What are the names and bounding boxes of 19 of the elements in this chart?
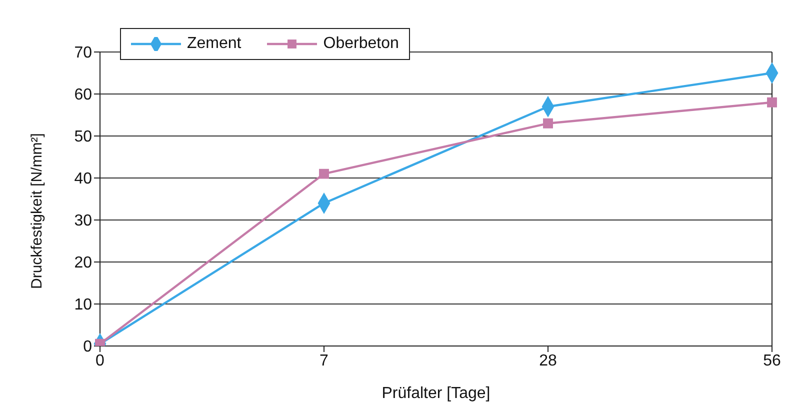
y-tick-label: 30: [74, 212, 92, 230]
y-axis-title: Druckfestigkeit [N/mm²]: [28, 133, 46, 289]
point: [319, 168, 329, 179]
y-tick-label: 10: [74, 296, 92, 314]
x-axis-title: Prüfalter [Tage]: [382, 385, 490, 402]
legend-label: Oberbeton: [323, 35, 399, 53]
x-tick-label: 0: [96, 352, 105, 370]
y-tick-label: 60: [74, 86, 92, 104]
y-tick-label: 50: [74, 128, 92, 146]
x-tick-label: 56: [763, 352, 781, 370]
point: [767, 97, 777, 108]
y-tick-label: 70: [74, 44, 92, 62]
y-tick-label: 40: [74, 170, 92, 188]
y-tick-label: 20: [74, 254, 92, 272]
y-tick-label: 0: [83, 338, 92, 356]
x-tick-label: 28: [539, 352, 557, 370]
point: [543, 118, 553, 128]
x-tick-label: 7: [320, 352, 329, 370]
legend-label: Zement: [187, 35, 242, 53]
